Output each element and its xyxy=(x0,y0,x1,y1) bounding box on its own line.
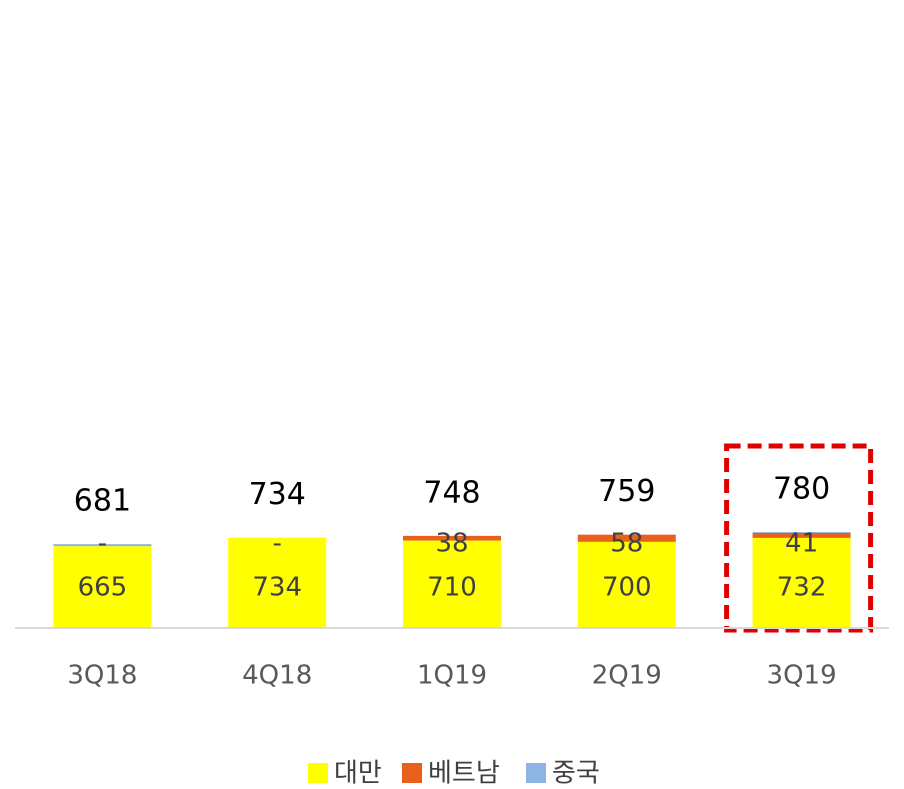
bar-segment xyxy=(228,537,327,628)
x-tick-label: 3Q18 xyxy=(67,661,137,691)
bar-segment xyxy=(752,537,851,628)
bar-segment xyxy=(752,532,851,538)
bar-segment xyxy=(53,546,152,628)
data-label: 41 xyxy=(785,529,818,559)
legend-label: 중국 xyxy=(552,759,600,789)
legend-label: 대만 xyxy=(334,759,382,789)
total-label: 681 xyxy=(74,484,131,519)
bar-segment xyxy=(403,535,501,541)
total-label: 759 xyxy=(598,474,655,509)
data-label: 734 xyxy=(252,573,302,603)
total-label: 734 xyxy=(249,477,306,512)
data-label: - xyxy=(98,529,107,559)
total-label: 748 xyxy=(423,475,480,510)
x-tick-label: 1Q19 xyxy=(417,661,487,691)
data-label: 700 xyxy=(602,573,652,603)
data-label: 732 xyxy=(777,573,827,603)
x-tick-label: 2Q19 xyxy=(592,661,662,691)
bar-segment xyxy=(577,541,676,628)
data-label: 38 xyxy=(435,529,468,559)
legend-swatch xyxy=(526,763,546,783)
x-tick-label: 3Q19 xyxy=(767,661,837,691)
bar-segment xyxy=(403,540,501,628)
data-label: 710 xyxy=(427,573,477,603)
highlight-box xyxy=(724,443,874,633)
data-label: 665 xyxy=(78,573,128,603)
x-tick-label: 4Q18 xyxy=(242,661,312,691)
bar-segment xyxy=(577,534,676,542)
legend-label: 베트남 xyxy=(428,759,500,789)
bar-segment xyxy=(53,544,152,547)
total-label: 780 xyxy=(773,471,830,506)
data-label: 58 xyxy=(610,529,643,559)
data-label: - xyxy=(273,529,282,559)
bar-segment xyxy=(752,531,851,533)
legend-swatch xyxy=(402,763,422,783)
legend-swatch xyxy=(308,763,328,783)
